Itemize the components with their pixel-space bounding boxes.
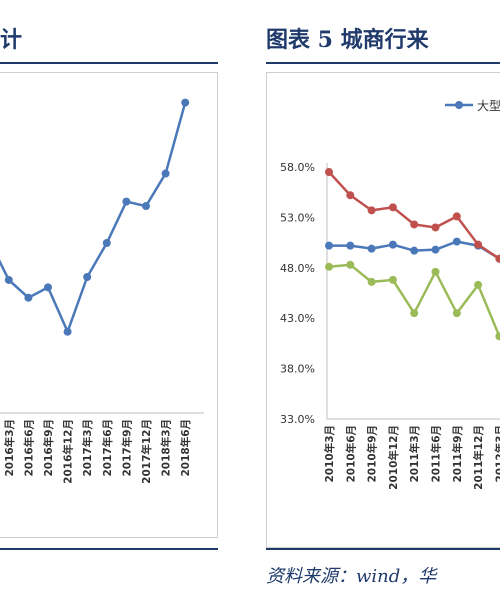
right-source-note: 资料来源：wind，华	[266, 566, 437, 587]
right-data-point	[474, 240, 483, 249]
left-data-point	[181, 98, 190, 107]
right-data-point	[474, 280, 483, 289]
left-x-tick-label: 2018年3月	[160, 419, 173, 477]
left-data-point	[161, 169, 170, 178]
right-x-tick-label: 2011年3月	[408, 425, 421, 483]
left-x-tick-label: 2016年9月	[42, 419, 55, 477]
right-data-point	[388, 275, 397, 284]
left-x-tick-label: 2016年6月	[22, 419, 35, 477]
right-title-rule	[266, 62, 500, 64]
right-y-tick-label: 58.0%	[280, 161, 315, 174]
right-x-tick-label: 2010年12月	[387, 425, 400, 490]
right-legend-label: 大型	[477, 99, 500, 113]
right-x-tick-label: 2012年3月	[493, 425, 500, 483]
right-data-point	[431, 267, 440, 276]
right-chart: 58.0% 53.0% 48.0% 43.0% 38.0% 33.0% 大型 2010年3月 2…	[280, 99, 500, 490]
right-y-tick-label: 48.0%	[280, 262, 315, 275]
right-data-point	[346, 241, 355, 250]
right-legend-marker	[455, 101, 463, 109]
right-bottom-rule	[266, 548, 500, 550]
right-data-point	[325, 241, 333, 250]
left-chart: 2016年3月 2016年6月 2016年9月 2016年12月 2017年3月 2017…	[0, 98, 204, 484]
right-x-tick-label: 2011年12月	[472, 425, 485, 490]
right-x-tick-label: 2010年9月	[366, 425, 379, 483]
right-data-point	[495, 254, 500, 263]
right-data-point	[367, 244, 376, 253]
right-y-tick-label: 38.0%	[280, 363, 315, 376]
right-y-tick-label: 43.0%	[280, 312, 315, 325]
right-chart-title: 图表 5 城商行来	[266, 27, 429, 53]
left-title-fragment: 计	[0, 27, 23, 53]
right-y-tick-label: 33.0%	[280, 413, 315, 426]
left-x-tick-label: 2016年12月	[62, 419, 75, 484]
left-title-rule	[0, 62, 218, 64]
right-data-point	[325, 168, 333, 177]
right-data-point	[431, 223, 440, 232]
right-data-point	[410, 246, 419, 255]
right-data-point	[325, 262, 333, 271]
right-x-tick-label: 2010年6月	[344, 425, 357, 483]
right-series-line-1	[328, 171, 500, 260]
right-series-line-2	[328, 263, 500, 338]
right-data-point	[452, 237, 461, 246]
left-data-point	[102, 239, 111, 247]
right-data-point	[388, 203, 397, 212]
right-x-tick-label: 2011年6月	[430, 425, 443, 483]
left-data-point	[122, 197, 131, 206]
right-data-point	[388, 240, 397, 249]
right-x-tick-label: 2010年3月	[323, 425, 336, 483]
right-data-point	[367, 277, 376, 286]
right-data-point	[452, 309, 461, 318]
left-x-tick-label: 2017年9月	[120, 419, 133, 477]
right-x-tick-label: 2011年9月	[451, 425, 464, 483]
right-data-point	[346, 260, 355, 269]
right-chart-frame: 58.0% 53.0% 48.0% 43.0% 38.0% 33.0% 大型 2010年3月 2…	[266, 72, 500, 548]
left-data-point	[142, 202, 150, 211]
left-chart-frame: 2016年3月 2016年6月 2016年9月 2016年12月 2017年3月 2017…	[0, 72, 218, 538]
right-data-point	[410, 220, 419, 229]
left-x-tick-label: 2018年6月	[179, 419, 192, 477]
right-data-point	[431, 245, 440, 254]
left-x-tick-label: 2017年12月	[140, 419, 153, 484]
right-data-point	[346, 191, 355, 200]
right-data-point	[495, 332, 500, 341]
left-x-tick-label: 2017年6月	[101, 419, 114, 477]
left-bottom-rule	[0, 548, 218, 550]
left-data-point	[63, 327, 72, 336]
left-x-tick-label: 2016年3月	[3, 419, 16, 477]
left-data-point	[44, 283, 52, 292]
left-data-point	[24, 293, 33, 302]
right-y-tick-label: 53.0%	[280, 211, 315, 224]
left-data-point	[83, 273, 92, 281]
right-data-point	[452, 212, 461, 221]
right-data-point	[410, 309, 419, 318]
left-x-tick-label: 2017年3月	[81, 419, 94, 477]
left-data-point	[4, 275, 13, 284]
right-data-point	[367, 206, 376, 215]
